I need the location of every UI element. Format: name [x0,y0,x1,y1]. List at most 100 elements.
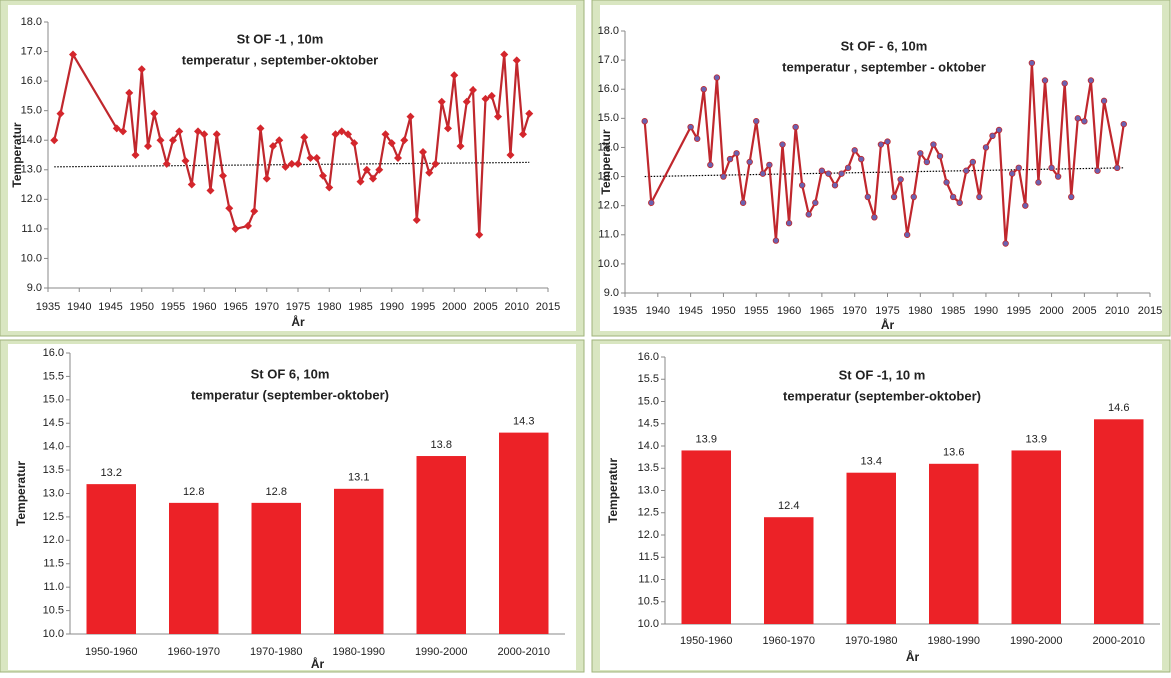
data-label: 12.8 [266,486,287,498]
marker [431,159,440,168]
marker [162,159,171,168]
x-tick-label: 2000 [442,301,466,313]
x-tick-label: 1940 [646,305,670,317]
data-label: 13.6 [943,447,964,459]
y-tick-label: 16.0 [43,347,64,359]
y-axis-title: Temperatur [599,129,613,194]
y-tick-label: 12.5 [638,507,659,519]
marker [206,186,215,195]
marker [250,207,259,216]
y-tick-label: 10.5 [638,596,659,608]
marker [175,127,184,136]
x-tick-label: 1935 [613,305,637,317]
marker [456,142,465,151]
marker [956,199,963,206]
marker [733,150,740,157]
bar [169,502,219,634]
y-tick-label: 11.0 [598,229,619,241]
chart-subtitle: temperatur (september-oktober) [783,388,981,403]
x-axis-title: År [881,317,895,332]
bar [1011,450,1061,624]
data-label: 12.4 [778,500,799,512]
marker [506,151,515,159]
x-tick-label: 1950-1960 [680,635,733,647]
y-tick-label: 14.0 [638,440,659,452]
marker [844,164,852,172]
bar [929,463,979,624]
bar [416,456,466,634]
marker [475,230,484,239]
x-tick-label: 1955 [744,305,768,317]
y-tick-label: 13.5 [638,462,659,474]
marker [331,130,340,139]
marker [344,130,352,139]
y-tick-label: 13.5 [43,464,64,476]
x-tick-label: 1995 [1007,305,1031,317]
marker [700,86,707,93]
y-tick-label: 13.0 [43,487,64,499]
x-axis-title: År [906,649,920,664]
marker [1100,97,1108,105]
y-tick-label: 14.5 [638,418,659,430]
marker [462,97,471,106]
y-tick-label: 15.0 [598,112,619,124]
x-tick-label: 1945 [98,301,122,313]
y-tick-label: 15.0 [43,394,64,406]
marker [871,214,878,221]
y-tick-label: 12.0 [21,193,42,205]
y-tick-label: 12.0 [638,529,659,541]
marker [300,133,309,142]
trendline [644,167,1124,178]
marker [825,170,832,177]
x-tick-label: 1960 [777,305,801,317]
marker [877,141,885,148]
marker [943,179,950,186]
marker [319,171,327,180]
marker [903,231,911,238]
marker [759,170,767,177]
bar [681,450,731,624]
marker [969,158,977,166]
marker [1035,179,1042,186]
marker [306,153,315,162]
marker [910,193,917,201]
marker [884,138,891,145]
marker [362,165,371,174]
x-tick-label: 1965 [223,301,247,313]
y-tick-label: 11.0 [21,223,42,235]
x-tick-label: 2010 [505,301,529,313]
marker [194,127,202,136]
chart-subtitle: temperatur , september-oktober [182,52,379,67]
marker [487,91,496,100]
data-label: 13.9 [1026,433,1047,445]
chart-subtitle: temperatur (september-oktober) [191,387,389,402]
marker [1087,77,1095,84]
marker [838,170,845,177]
chart-subtitle: temperatur , september - oktober [782,59,986,74]
marker [200,130,209,139]
marker [1002,240,1009,247]
marker [890,193,898,201]
y-tick-label: 12.0 [43,534,64,546]
y-tick-label: 14.0 [598,141,619,153]
y-tick-label: 16.0 [21,75,42,87]
bar [764,517,814,624]
marker [394,153,402,162]
x-tick-label: 2000-2010 [497,646,550,658]
marker [739,199,747,206]
marker [805,211,812,218]
x-tick-label: 1995 [411,301,435,313]
x-tick-label: 1990 [380,301,404,313]
y-axis-title: Temperatur [606,458,620,523]
marker [281,162,290,171]
chart-title: St OF -1, 10 m [839,367,926,382]
marker [156,136,165,145]
y-tick-label: 12.5 [43,511,64,523]
y-axis-title: Temperatur [10,122,24,187]
marker [437,97,446,106]
y-tick-label: 14.5 [43,417,64,429]
marker [982,144,990,151]
y-tick-label: 18.0 [21,16,42,28]
line [643,62,1125,244]
